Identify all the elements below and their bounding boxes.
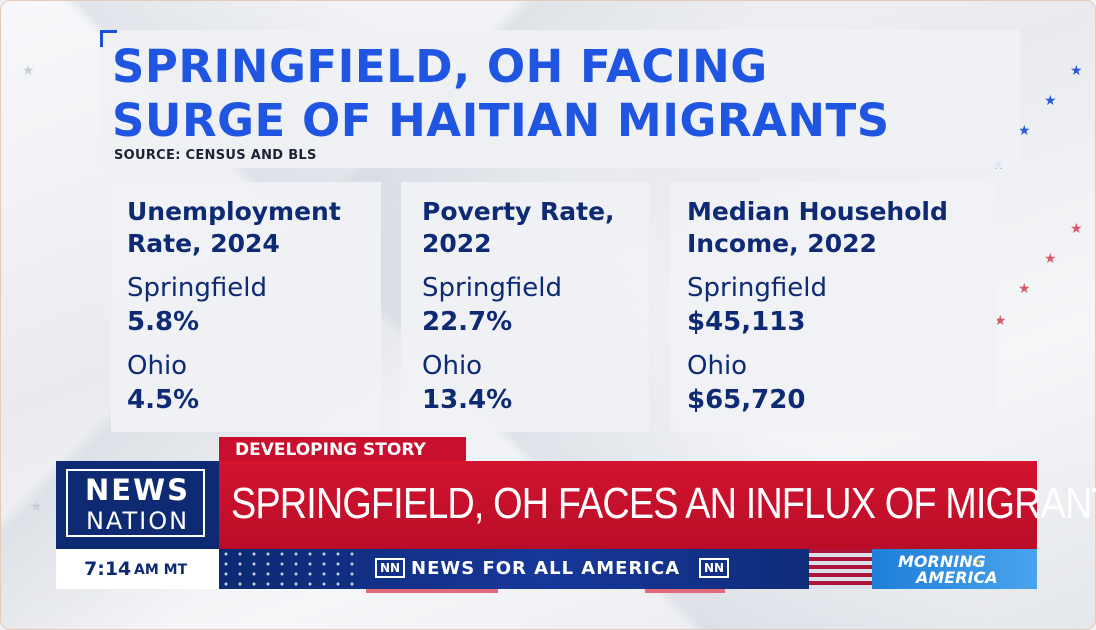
stat-card-income: Median Household Income, 2022 Springfiel… bbox=[670, 182, 997, 432]
star-icon: ★ bbox=[1070, 63, 1083, 79]
title-panel bbox=[100, 30, 1020, 168]
headline-bar: SPRINGFIELD, OH FACES AN INFLUX OF MIGRA… bbox=[219, 461, 1096, 549]
network-logo: NEWS NATION bbox=[56, 461, 219, 549]
clock-timezone: AM MT bbox=[134, 562, 188, 578]
card-local-value: 22.7% bbox=[422, 307, 513, 337]
star-icon: ★ bbox=[22, 63, 35, 79]
star-icon: ★ bbox=[1070, 221, 1083, 237]
show-logo: MORNING in AMERICA bbox=[872, 549, 1037, 589]
graphic-source: SOURCE: CENSUS AND BLS bbox=[114, 148, 317, 163]
slogan-text: NEWS FOR ALL AMERICA bbox=[411, 558, 681, 579]
card-heading: Poverty Rate, 2022 bbox=[422, 197, 615, 258]
star-icon: ★ bbox=[1018, 281, 1031, 297]
star-icon: ★ bbox=[1044, 93, 1057, 109]
card-state-label: Ohio bbox=[127, 351, 188, 381]
clock-time: 7:14 bbox=[84, 558, 132, 580]
card-state-value: $65,720 bbox=[687, 385, 806, 415]
stat-card-poverty: Poverty Rate, 2022 Springfield 22.7% Ohi… bbox=[401, 182, 649, 432]
card-local-value: 5.8% bbox=[127, 307, 200, 337]
show-logo-in: in bbox=[972, 558, 982, 569]
network-logo-line2: NATION bbox=[85, 507, 190, 535]
graphic-title: SPRINGFIELD, OH FACING SURGE OF HAITIAN … bbox=[112, 40, 890, 147]
card-state-label: Ohio bbox=[687, 351, 748, 381]
stat-card-unemployment: Unemployment Rate, 2024 Springfield 5.8%… bbox=[111, 182, 381, 432]
accent-strip bbox=[645, 589, 725, 593]
star-icon: ★ bbox=[1044, 251, 1057, 267]
accent-strip bbox=[366, 589, 498, 593]
star-icon: ★ bbox=[994, 313, 1007, 329]
network-logo-line1: NEWS bbox=[85, 473, 190, 507]
headline-text: SPRINGFIELD, OH FACES AN INFLUX OF MIGRA… bbox=[231, 479, 1096, 528]
flag-stars-pattern bbox=[219, 549, 359, 589]
slogan-bar: NN NEWS FOR ALL AMERICA NN bbox=[219, 549, 872, 589]
developing-story-tag: DEVELOPING STORY bbox=[219, 437, 466, 464]
show-logo-line1: MORNING bbox=[898, 552, 986, 571]
developing-story-label: DEVELOPING STORY bbox=[235, 440, 426, 460]
card-state-value: 4.5% bbox=[127, 385, 200, 415]
card-local-label: Springfield bbox=[687, 273, 828, 303]
star-icon: ★ bbox=[1018, 123, 1031, 139]
card-local-label: Springfield bbox=[422, 273, 563, 303]
card-local-value: $45,113 bbox=[687, 307, 806, 337]
clock: 7:14 AM MT bbox=[56, 549, 219, 589]
card-heading: Median Household Income, 2022 bbox=[687, 197, 948, 258]
card-heading: Unemployment Rate, 2024 bbox=[127, 197, 341, 258]
star-icon: ★ bbox=[30, 499, 43, 515]
nn-logo-icon: NN bbox=[699, 558, 729, 578]
flag-stripes-pattern bbox=[809, 549, 872, 589]
card-state-label: Ohio bbox=[422, 351, 483, 381]
network-logo-frame: NEWS NATION bbox=[66, 469, 205, 537]
card-state-value: 13.4% bbox=[422, 385, 513, 415]
card-local-label: Springfield bbox=[127, 273, 268, 303]
show-logo-line2: AMERICA bbox=[916, 568, 998, 587]
nn-logo-icon: NN bbox=[375, 558, 405, 578]
title-corner-bracket bbox=[100, 30, 117, 47]
